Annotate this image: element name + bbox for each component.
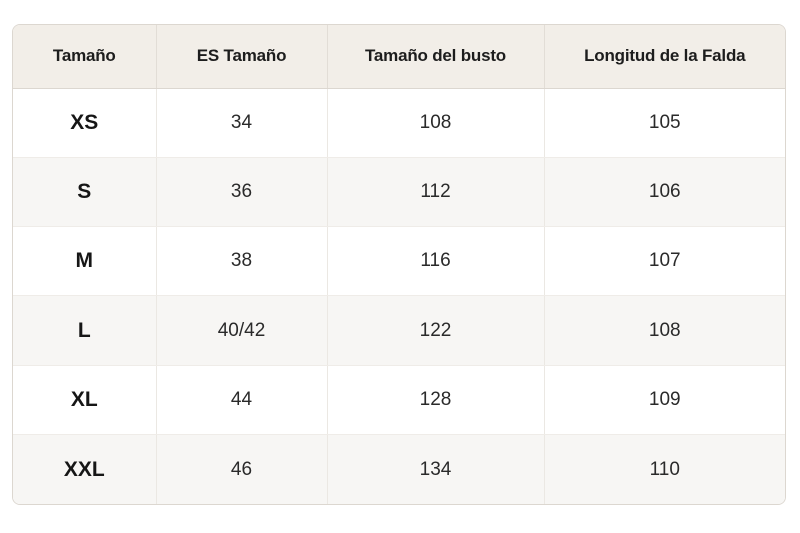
cell-bust-size: 116 [327, 226, 545, 297]
cell-skirt-length: 106 [544, 157, 785, 228]
header-row: Tamaño ES Tamaño Tamaño del busto Longit… [13, 25, 785, 89]
table-body: XS 34 108 105 S 36 112 106 M 38 116 107 … [13, 88, 785, 504]
cell-bust-size: 108 [327, 88, 545, 158]
header-size: Tamaño [13, 25, 157, 89]
cell-es-size: 34 [156, 88, 328, 158]
cell-size: XS [13, 88, 157, 158]
cell-size: L [13, 295, 157, 366]
cell-skirt-length: 108 [544, 295, 785, 366]
cell-size: M [13, 226, 157, 297]
header-bust-size: Tamaño del busto [327, 25, 545, 89]
cell-skirt-length: 110 [649, 458, 680, 480]
cell-bust-size: 112 [327, 157, 545, 228]
table-row: M 38 116 107 [13, 226, 785, 297]
header-skirt-length: Longitud de la Falda [544, 25, 785, 89]
cell-bust-size: 122 [327, 295, 545, 366]
cell-bust-size: 128 [327, 365, 545, 436]
table-header: Tamaño ES Tamaño Tamaño del busto Longit… [13, 25, 785, 89]
table-row: L 40/42 122 108 [13, 295, 785, 366]
table-row: S 36 112 106 [13, 157, 785, 228]
cell-es-size: 38 [156, 226, 328, 297]
cell-es-size: 40/42 [156, 295, 328, 366]
cell-es-size: 36 [156, 157, 328, 228]
size-chart-table: Tamaño ES Tamaño Tamaño del busto Longit… [12, 24, 786, 505]
table-row: XL 44 128 109 [13, 365, 785, 436]
cell-es-size: 46 [156, 434, 328, 504]
cell-size: S [13, 157, 157, 228]
size-table: Tamaño ES Tamaño Tamaño del busto Longit… [13, 25, 785, 504]
cell-skirt-length: 109 [544, 365, 785, 436]
table-row: XXL 46 134 110 [13, 434, 785, 504]
table-row: XS 34 108 105 [13, 88, 785, 158]
cell-bust-size: 134 [327, 434, 545, 504]
cell-size: XL [13, 365, 157, 436]
cell-skirt-length: 107 [544, 226, 785, 297]
header-es-size: ES Tamaño [156, 25, 328, 89]
cell-es-size: 44 [156, 365, 328, 436]
cell-size: XXL [13, 434, 157, 504]
cell-skirt-length: 105 [544, 88, 785, 158]
